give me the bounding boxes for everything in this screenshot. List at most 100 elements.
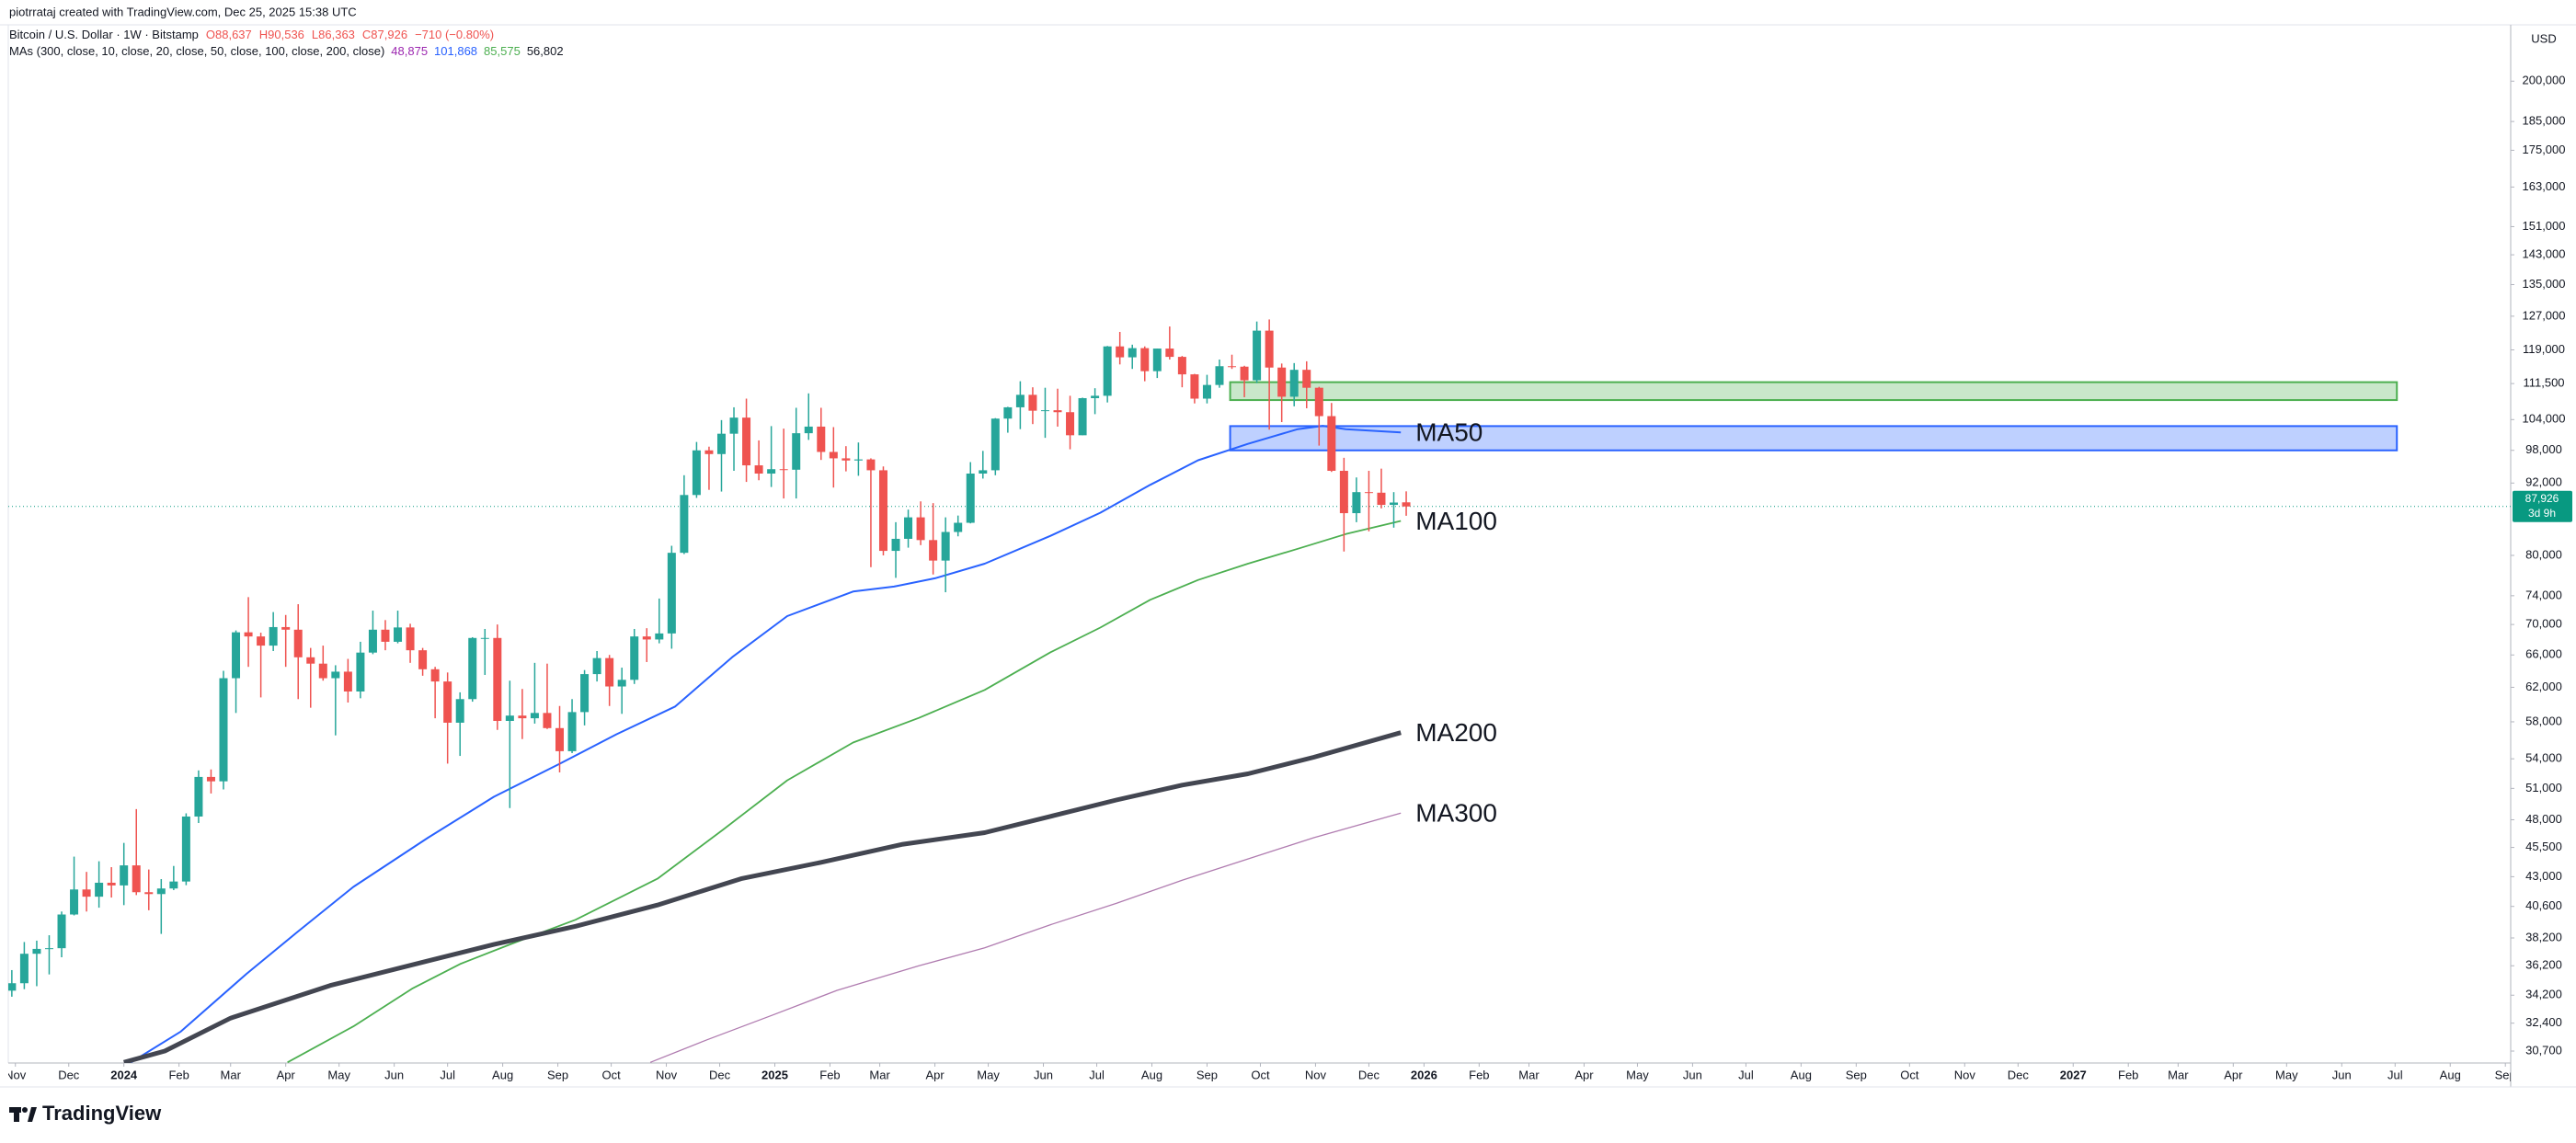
ma-label: MA100 xyxy=(1415,507,1497,535)
y-tick-label: 185,000 xyxy=(2523,114,2566,128)
candle-body xyxy=(878,470,887,552)
x-tick-label: Jul xyxy=(1738,1068,1754,1081)
x-tick-label: 2025 xyxy=(761,1068,788,1081)
x-tick-label: Dec xyxy=(58,1068,80,1081)
candle-body xyxy=(1165,349,1174,358)
x-tick-label: Sep xyxy=(1846,1068,1867,1081)
candle-body xyxy=(95,882,104,897)
y-tick-label: 58,000 xyxy=(2525,714,2562,727)
candle-body xyxy=(244,632,253,637)
candle-body xyxy=(1339,471,1348,514)
candle-body xyxy=(1402,502,1411,507)
candle-body xyxy=(567,712,577,751)
candle-body xyxy=(1352,492,1361,514)
y-tick-label: 135,000 xyxy=(2523,277,2566,291)
indicator-value: 85,575 xyxy=(484,44,521,58)
x-tick-label: Aug xyxy=(2440,1068,2461,1081)
candle-body xyxy=(866,459,876,471)
candle-body xyxy=(530,713,539,719)
candle-body xyxy=(356,652,365,692)
x-tick-label: Apr xyxy=(1574,1068,1594,1081)
candle-body xyxy=(468,637,477,700)
indicator-value: 101,868 xyxy=(434,44,477,58)
candle-body xyxy=(580,674,590,713)
candle-body xyxy=(1253,330,1262,381)
candle-body xyxy=(966,474,975,523)
candle-body xyxy=(1053,410,1062,413)
y-tick-label: 45,500 xyxy=(2525,840,2562,853)
candle-body xyxy=(406,627,415,651)
ma-label: MA50 xyxy=(1415,418,1483,447)
candle-body xyxy=(1228,366,1237,368)
y-tick-label: 104,000 xyxy=(2523,412,2566,426)
candle-body xyxy=(1103,346,1112,396)
y-tick-label: 119,000 xyxy=(2523,342,2565,356)
x-tick-label: Mar xyxy=(1518,1068,1540,1081)
x-tick-label: Nov xyxy=(1954,1068,1976,1081)
candle-body xyxy=(107,882,116,886)
candle-body xyxy=(754,465,763,474)
candle-body xyxy=(1066,412,1075,436)
x-tick-label: May xyxy=(2275,1068,2298,1081)
candle-body xyxy=(418,650,428,669)
y-tick-label: 163,000 xyxy=(2523,179,2566,193)
candle-body xyxy=(1128,348,1137,358)
candle-body xyxy=(779,469,788,471)
y-tick-label: 30,700 xyxy=(2525,1043,2562,1057)
x-tick-label: Jun xyxy=(1034,1068,1053,1081)
x-tick-label: Mar xyxy=(2168,1068,2189,1081)
y-tick-label: 38,200 xyxy=(2525,930,2562,943)
y-tick-label: 36,200 xyxy=(2525,958,2562,972)
candle-body xyxy=(144,892,154,895)
candle-body xyxy=(853,459,863,461)
y-tick-label: 127,000 xyxy=(2523,308,2566,322)
candle-body xyxy=(381,629,390,642)
ma-line xyxy=(123,730,1402,1063)
candle-body xyxy=(156,888,166,895)
author-line: piotrrataj created with TradingView.com,… xyxy=(9,5,357,18)
x-tick-label: Jul xyxy=(2387,1068,2403,1081)
indicator-legend: MAs (300, close, 10, close, 20, close, 5… xyxy=(9,44,564,58)
candle-body xyxy=(1028,394,1037,411)
y-tick-label: 48,000 xyxy=(2525,812,2562,826)
candle-body xyxy=(394,627,403,642)
x-tick-label: Feb xyxy=(168,1068,189,1081)
x-tick-label: Sep xyxy=(2495,1068,2516,1081)
candle-body xyxy=(505,715,514,721)
x-tick-label: Jun xyxy=(1683,1068,1702,1081)
candle-body xyxy=(1364,492,1373,494)
candle-body xyxy=(1377,492,1386,506)
candle-body xyxy=(1140,348,1150,371)
candle-body xyxy=(194,776,203,817)
candle-body xyxy=(617,680,626,687)
candle-body xyxy=(70,889,79,915)
candle-body xyxy=(817,426,826,452)
candle-body xyxy=(630,636,639,680)
x-tick-label: Sep xyxy=(547,1068,568,1081)
x-tick-label: Dec xyxy=(2008,1068,2030,1081)
candle-body xyxy=(1265,330,1274,368)
x-tick-label: 2024 xyxy=(110,1068,138,1081)
candle-body xyxy=(281,626,291,630)
candle-body xyxy=(1116,346,1125,358)
y-tick-label: 62,000 xyxy=(2525,680,2562,693)
x-tick-label: Dec xyxy=(709,1068,731,1081)
y-tick-label: 92,000 xyxy=(2525,475,2562,489)
x-tick-label: Oct xyxy=(1251,1068,1270,1081)
candle-body xyxy=(430,669,440,682)
y-tick-label: 70,000 xyxy=(2525,617,2562,631)
candle-body xyxy=(8,983,17,991)
x-tick-label: Aug xyxy=(1791,1068,1812,1081)
candle-body xyxy=(605,657,614,687)
candle-body xyxy=(219,678,228,782)
y-tick-label: 66,000 xyxy=(2525,647,2562,661)
symbol-legend: Bitcoin / U.S. Dollar · 1W · Bitstamp O88… xyxy=(9,28,494,41)
candle-body xyxy=(257,636,266,646)
candle-body xyxy=(1190,374,1199,399)
x-tick-label: Sep xyxy=(1196,1068,1218,1081)
candle-body xyxy=(829,451,838,459)
ohlc-value: L86,363 xyxy=(312,28,355,41)
x-tick-label: Jul xyxy=(440,1068,455,1081)
candle-body xyxy=(692,450,701,496)
